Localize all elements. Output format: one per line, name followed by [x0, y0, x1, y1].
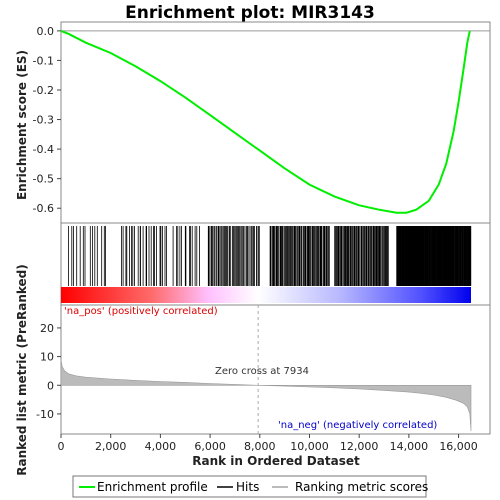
es-y-tick-label: -0.5 — [33, 173, 54, 186]
es-y-axis-ticks: 0.0 -0.1 -0.2 -0.3 -0.4 -0.5 -0.6 — [33, 25, 61, 215]
ranked-y-axis-label: Ranked list metric (PreRanked) — [15, 264, 29, 476]
legend-hits-label: Hits — [236, 480, 259, 494]
ranked-panel-frame — [60, 304, 491, 435]
pos-correlated-label: 'na_pos' (positively correlated) — [64, 306, 218, 317]
legend-enrichment-label: Enrichment profile — [97, 480, 208, 494]
x-tick-label: 16,000 — [439, 440, 478, 453]
es-y-tick-label: -0.6 — [33, 202, 54, 215]
neg-correlated-label: 'na_neg' (negatively correlated) — [278, 420, 437, 431]
x-axis-label: Rank in Ordered Dataset — [192, 454, 360, 468]
es-panel-frame — [60, 21, 491, 224]
es-y-tick-label: 0.0 — [37, 25, 55, 38]
x-tick-label: 14,000 — [390, 440, 429, 453]
x-tick-label: 4,000 — [145, 440, 177, 453]
ranked-y-tick-label: 20 — [40, 322, 54, 335]
rank-heat-bar — [61, 287, 471, 303]
x-tick-label: 0 — [58, 440, 65, 453]
legend-box — [72, 475, 427, 498]
ranking-metric-area — [60, 359, 472, 432]
enrichment-profile-line — [60, 29, 471, 214]
x-axis-ticks: 0 2,000 4,000 6,000 8,000 10,000 12,000 14,000 1… — [58, 434, 478, 453]
es-y-tick-label: -0.1 — [33, 54, 54, 67]
ranked-y-tick-label: -10 — [36, 408, 54, 421]
ranked-y-axis-ticks: 20 10 0 -10 — [36, 322, 61, 421]
ranked-metric-area — [60, 359, 472, 432]
x-tick-label: 6,000 — [194, 440, 226, 453]
zero-cross-label: Zero cross at 7934 — [215, 366, 309, 377]
es-y-tick-label: -0.4 — [33, 143, 54, 156]
ranked-y-tick-label: 10 — [40, 351, 54, 364]
legend-ranking-label: Ranking metric scores — [295, 480, 428, 494]
chart-title: Enrichment plot: MIR3143 — [125, 3, 375, 23]
es-y-tick-label: -0.2 — [33, 84, 54, 97]
x-tick-label: 12,000 — [340, 440, 379, 453]
es-y-axis-label: Enrichment score (ES) — [15, 50, 29, 200]
x-tick-label: 8,000 — [244, 440, 276, 453]
ranked-y-tick-label: 0 — [47, 379, 54, 392]
es-y-tick-label: -0.3 — [33, 114, 54, 127]
legend: Enrichment profile Hits Ranking metric s… — [72, 475, 428, 498]
hit-marks — [68, 226, 472, 286]
x-tick-label: 2,000 — [95, 440, 127, 453]
x-tick-label: 10,000 — [290, 440, 329, 453]
